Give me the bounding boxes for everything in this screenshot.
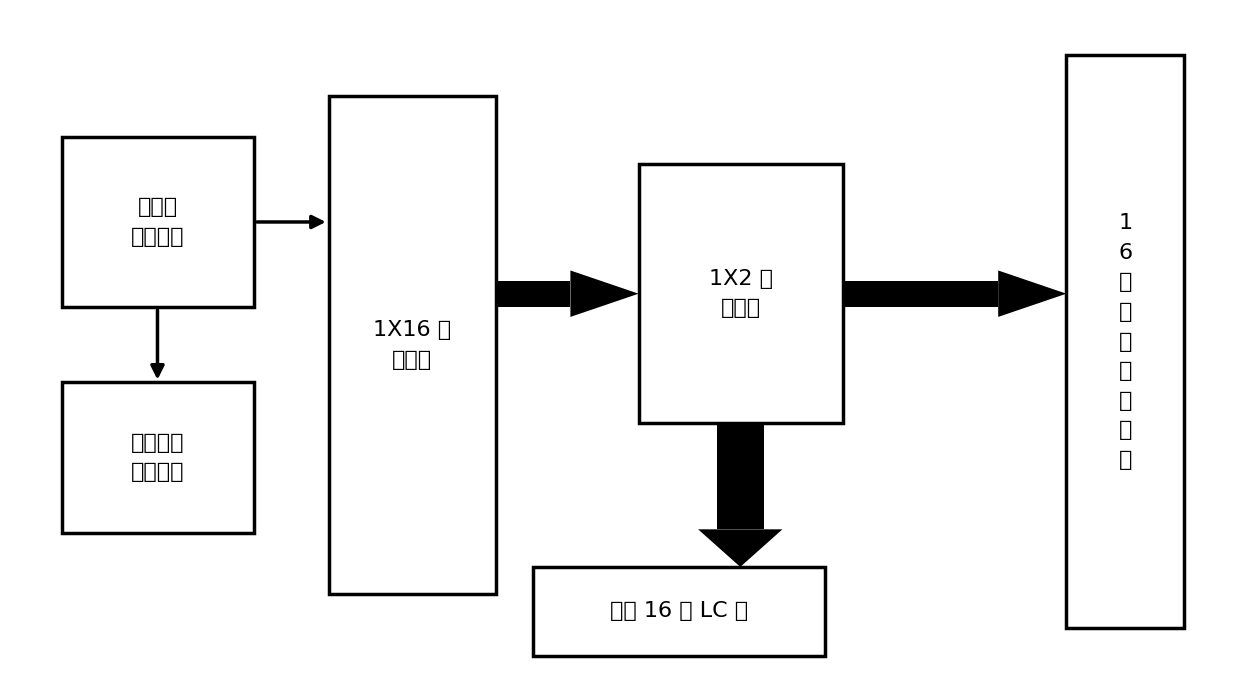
Bar — [496, 281, 570, 307]
Bar — [62, 137, 254, 307]
Text: 激光器
（光源）: 激光器 （光源） — [131, 197, 185, 247]
Bar — [329, 96, 496, 594]
Text: 1
6
路
预
制
母
头
接
口: 1 6 路 预 制 母 头 接 口 — [1118, 213, 1132, 470]
Text: 1X2 路
分路器: 1X2 路 分路器 — [709, 269, 773, 318]
Text: 电流调节
控制电路: 电流调节 控制电路 — [131, 433, 185, 482]
Polygon shape — [998, 270, 1066, 317]
Polygon shape — [570, 270, 639, 317]
Text: 1X16 路
光开关: 1X16 路 光开关 — [373, 320, 451, 370]
Text: 待测 16 路 LC 口: 待测 16 路 LC 口 — [610, 601, 748, 622]
Bar — [717, 423, 764, 529]
Bar — [843, 281, 998, 307]
Polygon shape — [698, 529, 782, 567]
Bar — [639, 164, 843, 423]
Bar — [533, 567, 825, 656]
Bar — [62, 382, 254, 533]
Bar — [1066, 55, 1184, 628]
